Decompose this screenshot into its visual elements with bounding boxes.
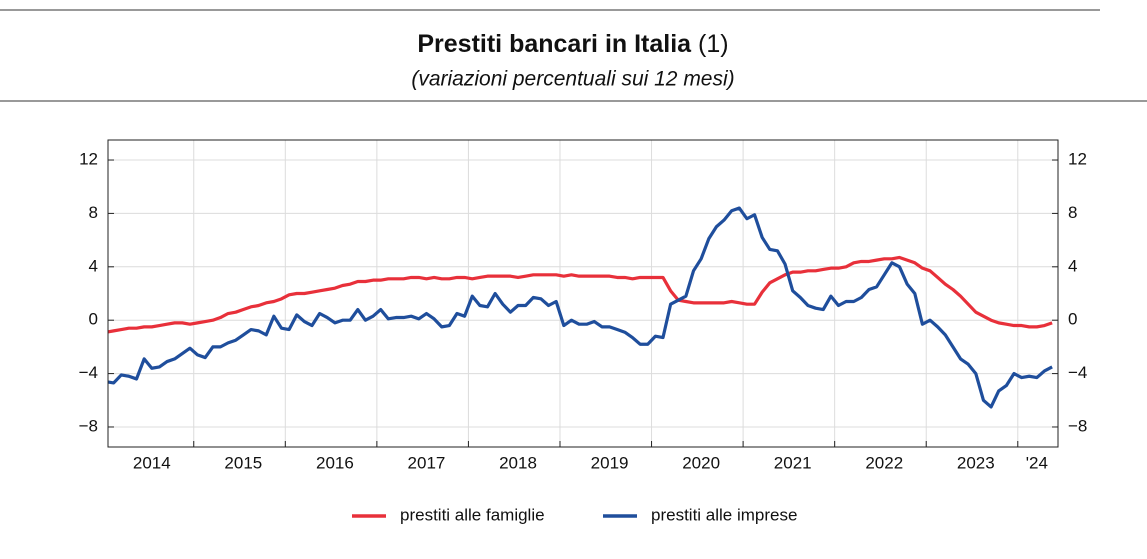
series-group — [108, 206, 1053, 409]
x-tick-label: 2018 — [499, 453, 537, 472]
y2-tick-label: 12 — [1068, 150, 1087, 169]
y-tick-label: 4 — [89, 256, 98, 275]
x-tick-label: 2022 — [865, 453, 903, 472]
y-tick-label: 8 — [89, 203, 98, 222]
y2-tick-label: 4 — [1068, 256, 1077, 275]
x-tick-label: '24 — [1026, 453, 1048, 472]
title-note: (1) — [698, 30, 729, 58]
legend-label: prestiti alle imprese — [651, 505, 797, 524]
plot-frame — [107, 139, 1059, 448]
y-tick-label: −8 — [79, 416, 98, 435]
x-tick-label: 2021 — [774, 453, 812, 472]
x-tick-label: 2016 — [316, 453, 354, 472]
y-tick-label: −4 — [79, 363, 98, 382]
x-tick-label: 2020 — [682, 453, 720, 472]
x-tick-label: 2015 — [224, 453, 262, 472]
chart-subtitle: (variazioni percentuali sui 12 mesi) — [411, 68, 734, 91]
labels: 12 8 4 0 −4 −8 12 8 4 0 −4 −8 2014 2015 2016 2017 2018 20… — [79, 150, 1088, 525]
x-tick-label: 2023 — [957, 453, 995, 472]
y-tick-label: 0 — [89, 310, 98, 329]
y2-tick-label: 0 — [1068, 310, 1077, 329]
y2-tick-label: −4 — [1068, 363, 1087, 382]
y-tick-label: 12 — [79, 150, 98, 169]
series-line — [108, 206, 1053, 409]
title-main: Prestiti bancari in Italia — [417, 30, 692, 58]
x-tick-label: 2017 — [408, 453, 446, 472]
grid — [108, 140, 1058, 447]
legend-label: prestiti alle famiglie — [400, 505, 545, 524]
y2-tick-label: −8 — [1068, 416, 1087, 435]
chart-title: Prestiti bancari in Italia (1) — [417, 30, 728, 58]
x-tick-label: 2014 — [133, 453, 171, 472]
y2-tick-label: 8 — [1068, 203, 1077, 222]
series-line — [108, 255, 1053, 334]
x-tick-label: 2019 — [591, 453, 629, 472]
